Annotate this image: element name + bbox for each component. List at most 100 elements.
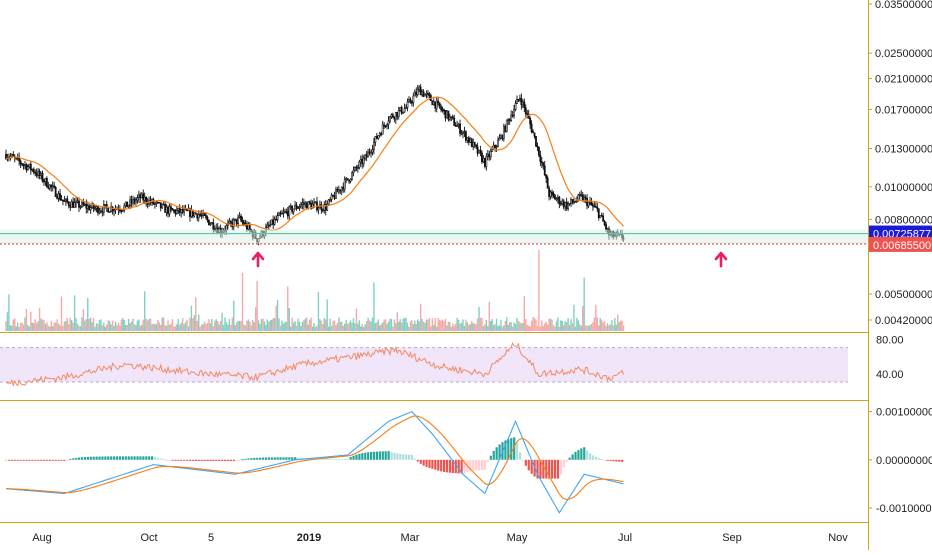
candle-body — [453, 117, 456, 126]
macd-histogram-bar — [527, 459, 530, 471]
macd-histogram-bar — [475, 459, 478, 471]
moving-average-line — [5, 96, 625, 231]
volume-bar — [165, 325, 168, 331]
candle-body — [57, 193, 60, 199]
candle-body — [383, 124, 386, 127]
volume-bar — [199, 326, 201, 331]
macd-histogram-bar — [259, 457, 262, 460]
candle-body — [75, 200, 77, 203]
volume-bar — [527, 325, 530, 331]
volume-bar — [403, 317, 406, 331]
candle-body — [542, 162, 545, 167]
macd-histogram-bar — [425, 459, 428, 467]
candle-body — [402, 111, 405, 114]
macd-histogram-bar — [559, 459, 562, 475]
macd-histogram-bar — [133, 456, 136, 460]
volume-bar — [273, 318, 276, 331]
volume-bar — [152, 323, 155, 331]
candle-body — [400, 106, 403, 114]
candle-body — [156, 201, 159, 204]
macd-histogram-bar — [337, 458, 341, 460]
candle-body — [399, 106, 402, 111]
support-price-label: 0.00685500 — [873, 240, 931, 252]
macd-histogram-bar — [86, 456, 89, 460]
macd-histogram-bar — [469, 459, 472, 472]
volume-bar — [187, 326, 190, 331]
volume-bar — [281, 320, 283, 331]
candle-body — [552, 193, 555, 196]
candle-body — [567, 203, 570, 209]
volume-bar — [69, 317, 71, 331]
candle-body — [443, 109, 445, 112]
volume-bar — [180, 322, 182, 331]
candle-body — [592, 204, 594, 207]
volume-bar — [329, 318, 331, 331]
candle-body — [210, 222, 213, 225]
candle-body — [345, 178, 348, 180]
candle-body — [549, 191, 552, 197]
macd-histogram-bar — [419, 459, 422, 464]
candle-body — [497, 139, 499, 147]
macd-histogram-bar — [603, 459, 606, 461]
volume-bar — [87, 297, 89, 331]
volume-bar — [132, 318, 134, 331]
macd-histogram-bar — [332, 458, 335, 460]
candle-body — [56, 196, 59, 199]
volume-bar — [141, 324, 143, 331]
candle-body — [517, 98, 520, 101]
volume-bar — [275, 306, 277, 331]
volume-bar — [22, 324, 25, 331]
candle-body — [460, 132, 463, 135]
macd-histogram-bar — [297, 457, 300, 460]
volume-bar — [40, 318, 42, 331]
candle-body — [298, 206, 301, 209]
volume-bar — [120, 319, 123, 331]
volume-bar — [557, 317, 559, 331]
candle-body — [428, 93, 431, 96]
volume-bar — [495, 318, 498, 331]
volume-bar — [330, 326, 333, 331]
candle-body — [425, 93, 428, 95]
candle-body — [181, 209, 184, 213]
pink-arrow-up-icon — [251, 251, 265, 268]
candle-body — [370, 151, 372, 154]
volume-bar — [320, 320, 323, 331]
candle-body — [314, 201, 317, 204]
volume-bar — [546, 324, 549, 331]
volume-bar — [351, 322, 353, 331]
candle-body — [59, 193, 61, 200]
volume-bar — [114, 321, 117, 331]
macd-histogram-bar — [78, 457, 81, 460]
volume-bar — [503, 325, 505, 331]
candle-body — [504, 126, 507, 132]
volume-bar — [596, 317, 598, 331]
candle-body — [142, 193, 145, 201]
macd-histogram-bar — [562, 459, 565, 468]
candle-body — [205, 215, 207, 218]
price-axes[interactable]: 0.03500000 0.02500000 0.02100000 0.01700000… — [32, 0, 932, 544]
candle-body — [83, 204, 86, 206]
volume-bar — [492, 324, 495, 331]
macd-histogram-bar — [168, 459, 171, 461]
candle-body — [28, 163, 31, 167]
candle-body — [530, 123, 533, 132]
candle-body — [502, 126, 505, 139]
volume-bar — [436, 326, 438, 331]
candle-body — [120, 210, 123, 212]
volume-bar — [488, 301, 490, 331]
candle-body — [133, 198, 136, 203]
candle-body — [422, 91, 425, 97]
volume-bar — [298, 321, 301, 331]
volume-bar — [517, 320, 520, 331]
macd-histogram-bar — [95, 456, 98, 460]
macd-histogram-bar — [498, 444, 501, 460]
macd-histogram-bar — [42, 459, 46, 461]
candle-body — [586, 198, 588, 207]
candle-body — [124, 201, 127, 207]
volume-bar — [568, 324, 571, 331]
volume-bar — [218, 324, 220, 331]
volume-bar — [479, 317, 482, 331]
macd-histogram-bar — [410, 454, 414, 460]
